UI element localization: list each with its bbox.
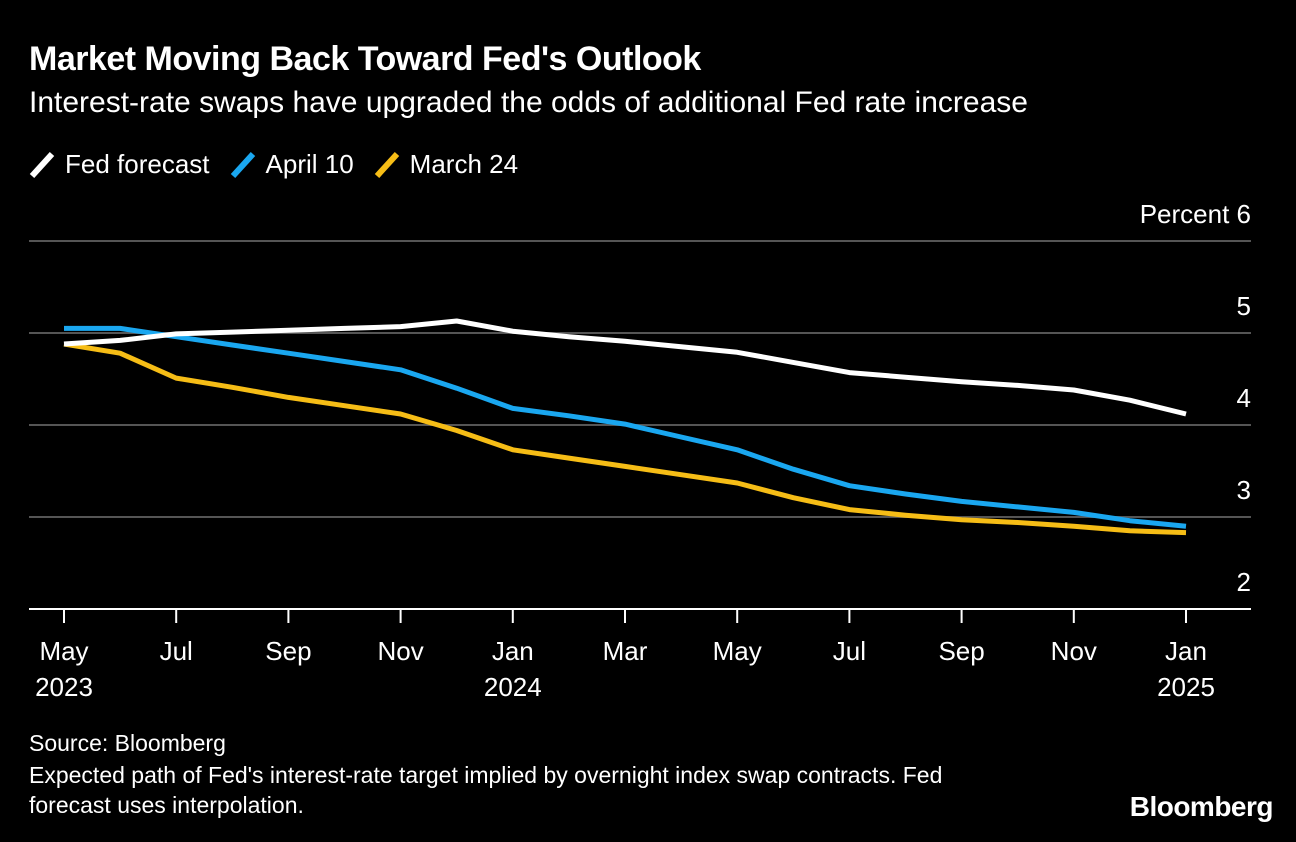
x-tick-label-6: May — [713, 636, 762, 666]
legend-swatch-march-24 — [374, 151, 399, 179]
source-note: Source: Bloomberg — [29, 730, 226, 756]
legend-swatch-april-10 — [230, 151, 255, 179]
legend-item-april-10: April 10 — [230, 148, 354, 180]
x-tick-year-4: 2024 — [484, 672, 542, 702]
x-tick-label-4: Jan — [492, 636, 534, 666]
y-tick-label-3: 3 — [1237, 475, 1251, 505]
x-tick-label-3: Nov — [377, 636, 423, 666]
y-tick-label-4: 4 — [1237, 383, 1251, 413]
legend-label-march-24: March 24 — [409, 148, 519, 179]
chart-subtitle: Interest-rate swaps have upgraded the od… — [29, 86, 1028, 119]
bloomberg-logo: Bloomberg — [1129, 791, 1274, 822]
x-tick-label-2: Sep — [265, 636, 311, 666]
x-tick-year-0: 2023 — [35, 672, 93, 702]
legend-swatch-fed-forecast — [29, 151, 55, 179]
x-tick-year-10: 2025 — [1157, 672, 1215, 702]
legend-item-fed-forecast: Fed forecast — [29, 148, 210, 180]
y-tick-label-2: 2 — [1237, 567, 1251, 597]
x-tick-label-1: Jul — [160, 636, 193, 666]
x-tick-label-7: Jul — [833, 636, 866, 666]
series-line-march-24 — [63, 341, 1187, 536]
legend-label-april-10: April 10 — [265, 148, 354, 179]
legend-label-fed-forecast: Fed forecast — [65, 148, 210, 179]
x-tick-label-10: Jan — [1165, 636, 1207, 666]
x-tick-label-5: Mar — [603, 636, 648, 666]
series-line-april-10 — [64, 325, 1187, 529]
chart-legend: Fed forecast April 10 March 24 — [29, 146, 538, 182]
legend-item-march-24: March 24 — [374, 148, 518, 180]
x-tick-label-9: Nov — [1051, 636, 1097, 666]
chart-title: Market Moving Back Toward Fed's Outlook — [29, 40, 701, 78]
y-tick-label-5: 5 — [1237, 291, 1251, 321]
y-tick-label-6: Percent 6 — [1140, 199, 1251, 229]
x-tick-label-8: Sep — [938, 636, 984, 666]
x-tick-label-0: May — [39, 636, 88, 666]
series-line-fed-forecast — [63, 318, 1187, 417]
footnote: Expected path of Fed's interest-rate tar… — [29, 762, 943, 818]
